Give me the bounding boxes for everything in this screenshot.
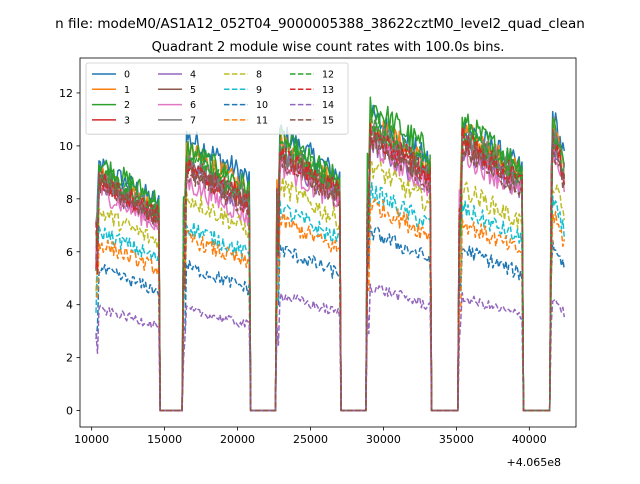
y-tick-label: 6 xyxy=(66,246,73,259)
legend-label: 0 xyxy=(124,70,130,81)
x-tick-label: 15000 xyxy=(147,433,182,446)
legend-item-5: 5 xyxy=(158,85,196,96)
x-tick-label: 35000 xyxy=(439,433,474,446)
legend-label: 15 xyxy=(322,115,334,126)
legend-label: 13 xyxy=(322,85,334,96)
legend-label: 3 xyxy=(124,115,130,126)
x-tick-label: 25000 xyxy=(293,433,328,446)
legend-label: 2 xyxy=(124,100,130,111)
legend-label: 14 xyxy=(322,100,334,111)
legend-label: 11 xyxy=(256,115,268,126)
legend-label: 9 xyxy=(256,85,262,96)
legend-frame xyxy=(85,62,349,135)
series-line-14 xyxy=(95,283,566,412)
x-tick-label: 30000 xyxy=(366,433,401,446)
legend-item-9: 9 xyxy=(224,85,262,96)
legend-item-12: 12 xyxy=(290,70,334,81)
chart-title: Quadrant 2 module wise count rates with … xyxy=(152,40,505,55)
series-line-9 xyxy=(95,181,566,412)
legend-item-1: 1 xyxy=(92,85,130,96)
legend-item-2: 2 xyxy=(92,100,130,111)
series-line-8 xyxy=(95,161,566,412)
legend-label: 8 xyxy=(256,70,262,81)
legend-label: 4 xyxy=(190,70,196,81)
legend-label: 1 xyxy=(124,85,130,96)
y-tick-label: 10 xyxy=(59,140,73,153)
legend-label: 7 xyxy=(190,115,196,126)
legend-label: 10 xyxy=(256,100,268,111)
figure-suptitle: n file: modeM0/AS1A12_052T04_9000005388_… xyxy=(55,16,585,32)
legend-item-14: 14 xyxy=(290,100,334,111)
legend-label: 12 xyxy=(322,70,334,81)
legend-item-11: 11 xyxy=(224,115,268,126)
y-tick-label: 8 xyxy=(66,193,73,206)
legend-item-6: 6 xyxy=(158,100,196,111)
legend-item-0: 0 xyxy=(92,70,130,81)
legend-label: 5 xyxy=(190,85,196,96)
y-tick-label: 4 xyxy=(66,299,73,312)
plot-area xyxy=(95,96,566,412)
x-tick-label: 20000 xyxy=(220,433,255,446)
x-offset-label: +4.065e8 xyxy=(507,456,561,469)
series-line-15 xyxy=(95,128,566,412)
legend-item-10: 10 xyxy=(224,100,268,111)
legend-item-7: 7 xyxy=(158,115,196,126)
x-tick-label: 10000 xyxy=(74,433,109,446)
legend-item-4: 4 xyxy=(158,70,196,81)
x-tick-label: 40000 xyxy=(512,433,547,446)
y-tick-label: 0 xyxy=(66,405,73,418)
legend-label: 6 xyxy=(190,100,196,111)
y-tick-label: 12 xyxy=(59,87,73,100)
series-line-2 xyxy=(95,96,566,412)
series-line-10 xyxy=(95,224,566,412)
legend-item-13: 13 xyxy=(290,85,334,96)
series-line-11 xyxy=(95,198,566,412)
legend-item-3: 3 xyxy=(92,115,130,126)
legend-item-8: 8 xyxy=(224,70,262,81)
axes-frame xyxy=(79,57,577,428)
axes: 10000 15000 20000 25000 30000 35000 40000 0 2 4 6 8… xyxy=(59,57,577,446)
y-tick-label: 2 xyxy=(66,352,73,365)
legend-item-15: 15 xyxy=(290,115,334,126)
